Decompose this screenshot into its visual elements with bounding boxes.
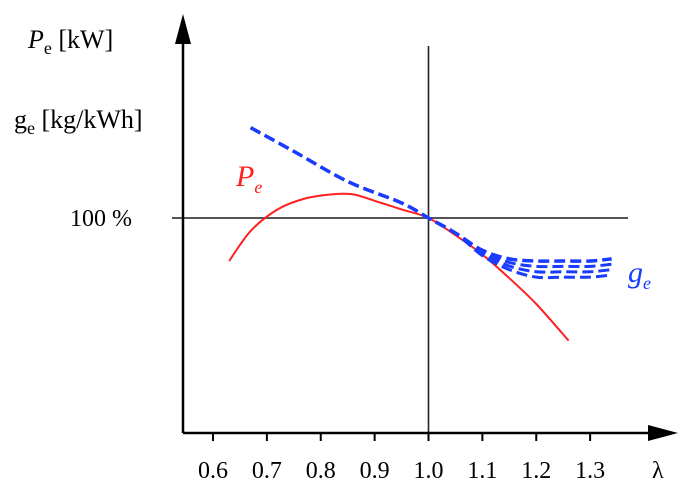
x-tick-label: 0.9 (360, 458, 390, 484)
x-tick-label: 1.1 (467, 458, 497, 484)
x-tick-label: 1.3 (575, 458, 605, 484)
x-tick-label: 1.0 (414, 458, 444, 484)
x-axis-label: λ (652, 458, 664, 484)
x-tick-label: 0.7 (252, 458, 282, 484)
series-line-power (228, 192, 570, 342)
x-tick-label: 1.2 (521, 458, 551, 484)
series-band-consumption (249, 126, 612, 280)
x-tick-label: 0.6 (198, 458, 228, 484)
series-line-consumption (249, 126, 612, 263)
series-layer (228, 126, 612, 342)
y-axis-arrow (175, 14, 191, 44)
series-band-consumption (249, 126, 612, 269)
x-ticks: 0.6 0.7 0.8 0.9 1.0 1.1 1.2 1.3 (198, 433, 605, 484)
x-axis-arrow (648, 425, 678, 441)
y-axis-label-power: Pe [kW] (27, 25, 113, 58)
reference-line-label: 100 % (70, 206, 132, 232)
y-axis-label-consumption: ge [kg/kWh] (14, 105, 143, 138)
x-tick-label: 0.8 (306, 458, 336, 484)
series-label-power: Pe (235, 160, 262, 197)
series-band-consumption (249, 126, 612, 274)
series-label-consumption: ge (628, 256, 651, 293)
